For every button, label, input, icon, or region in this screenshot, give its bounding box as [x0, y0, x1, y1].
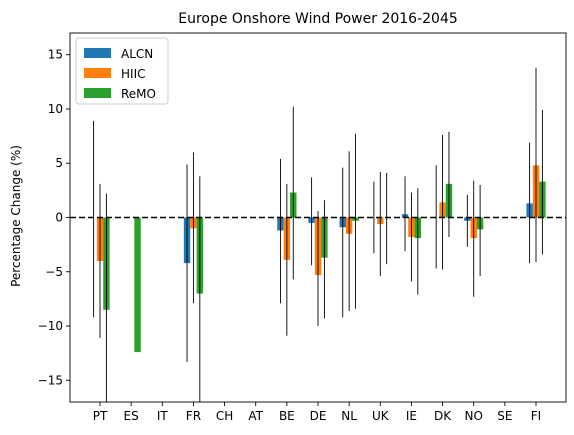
legend-label-alcn: ALCN	[121, 47, 153, 61]
x-tick-label: SE	[497, 409, 512, 423]
x-tick-label: CH	[216, 409, 233, 423]
x-tick-label: DE	[310, 409, 327, 423]
y-tick-label: 15	[48, 48, 63, 62]
x-tick-label: IE	[406, 409, 417, 423]
plot-area: −15 −10 −5 0 5 10 15 PT ES IT FR CH AT BE DE NL UK IE DK NO…	[38, 32, 567, 423]
y-tick-label: 5	[55, 156, 63, 170]
chart-title: Europe Onshore Wind Power 2016-2045	[178, 11, 458, 27]
y-tick-label: −15	[38, 373, 63, 387]
x-tick-label: ES	[124, 409, 139, 423]
x-tick-label: NL	[341, 409, 357, 423]
y-tick-label: 10	[48, 102, 63, 116]
legend-swatch-alcn	[84, 48, 111, 58]
y-axis-label: Percentage Change (%)	[9, 145, 23, 287]
x-tick-label: AT	[248, 409, 263, 423]
legend-swatch-hiic	[84, 68, 111, 78]
legend-label-hiic: HIIC	[121, 67, 145, 81]
x-tick-label: BE	[279, 409, 295, 423]
x-tick-label: FI	[531, 409, 541, 423]
legend: ALCN HIIC ReMO	[75, 37, 169, 105]
x-tick-label: PT	[93, 409, 108, 423]
legend-label-remo: ReMO	[121, 87, 156, 101]
y-tick-label: 0	[55, 211, 63, 225]
y-tick-label: −5	[45, 265, 63, 279]
legend-swatch-remo	[84, 88, 111, 98]
x-tick-label: UK	[372, 409, 390, 423]
bar-remo-es	[134, 217, 141, 353]
x-tick-label: DK	[434, 409, 452, 423]
x-tick-label: NO	[465, 409, 483, 423]
y-tick-label: −10	[38, 319, 63, 333]
x-tick-label: FR	[186, 409, 201, 423]
x-tick-label: IT	[157, 409, 169, 423]
